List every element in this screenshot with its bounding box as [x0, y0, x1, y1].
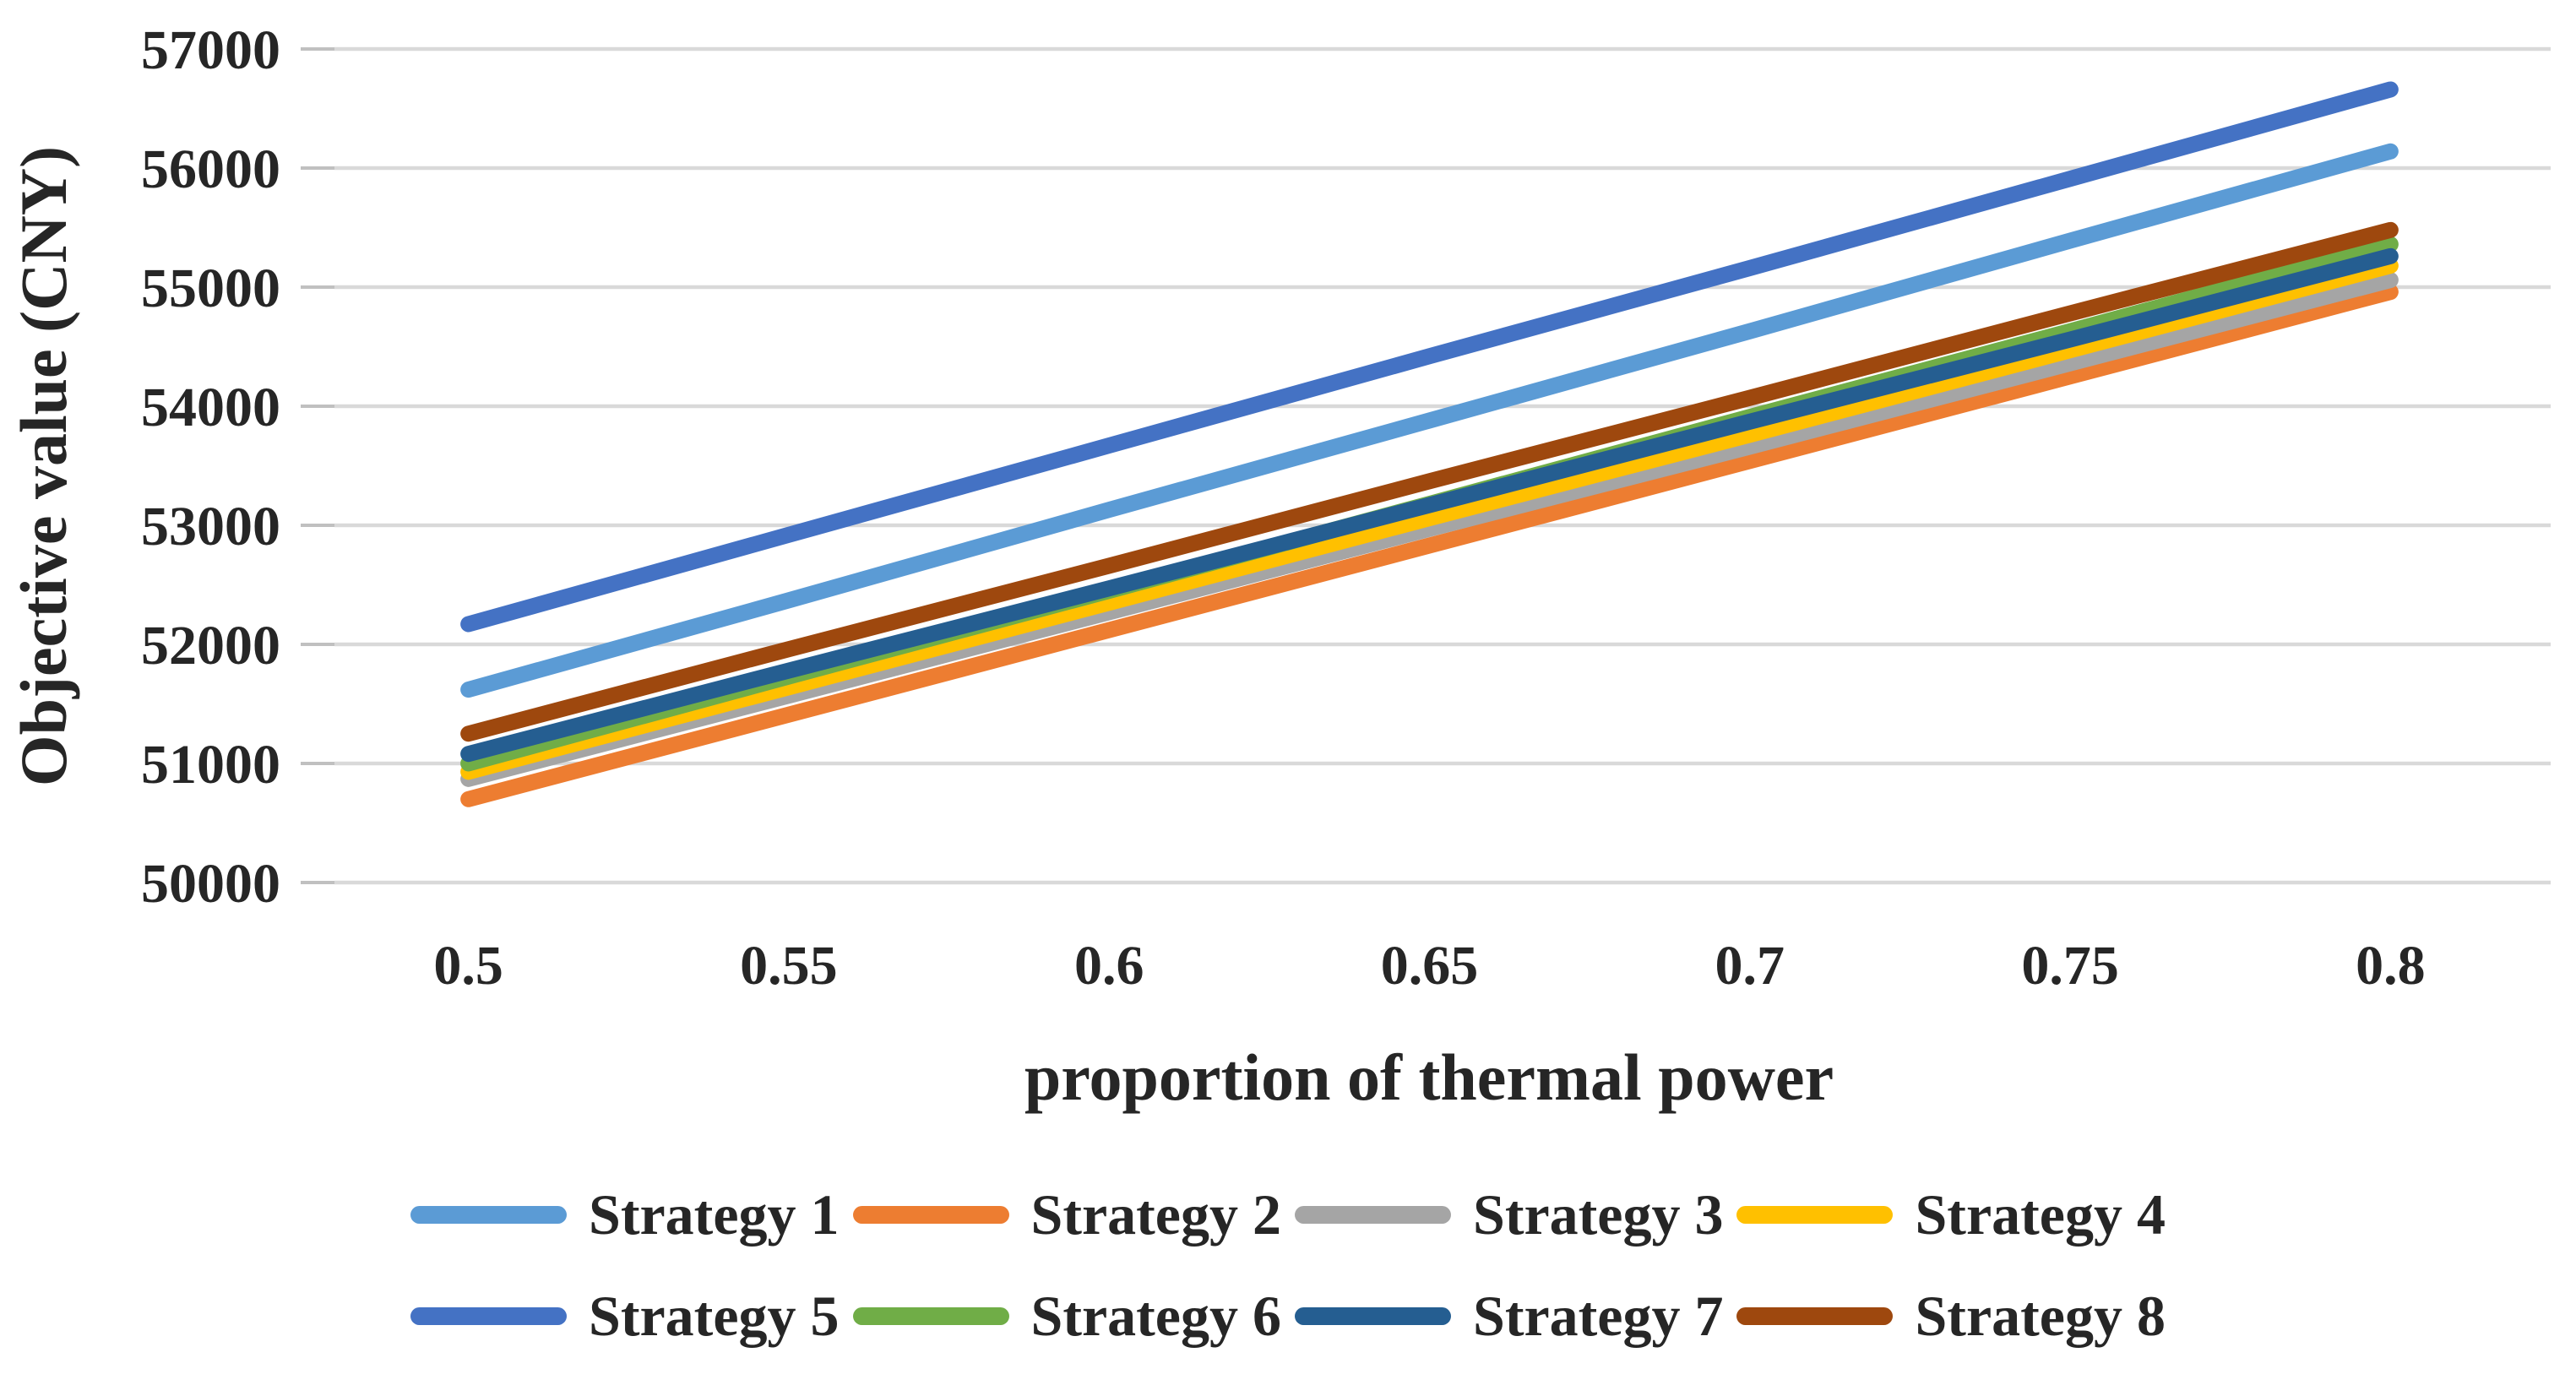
series-line-3 — [460, 272, 2399, 787]
x-axis-title: proportion of thermal power — [1024, 1040, 1834, 1114]
legend-label: Strategy 8 — [1915, 1283, 2166, 1348]
x-tick-label: 0.65 — [1381, 935, 1479, 997]
gridlines — [301, 46, 2551, 885]
legend-item-1: Strategy 1 — [410, 1181, 840, 1250]
legend-item-5: Strategy 5 — [410, 1282, 840, 1351]
series-line-1 — [460, 143, 2399, 698]
legend-item-3: Strategy 3 — [1295, 1181, 1723, 1250]
legend-label: Strategy 7 — [1473, 1283, 1724, 1348]
legend-item-4: Strategy 4 — [1736, 1181, 2166, 1250]
legend-line-swatch — [410, 1206, 568, 1225]
legend-item-6: Strategy 6 — [852, 1282, 1281, 1351]
legend-label: Strategy 1 — [589, 1182, 840, 1247]
x-tick-label: 0.7 — [1715, 935, 1785, 997]
legend-line-swatch — [1736, 1206, 1894, 1225]
series-line-2 — [460, 284, 2399, 807]
y-tick-label: 51000 — [141, 734, 280, 796]
legend-item-2: Strategy 2 — [852, 1181, 1281, 1250]
legend-label: Strategy 6 — [1030, 1283, 1281, 1348]
x-tick-label: 0.8 — [2356, 935, 2426, 997]
y-tick-label: 52000 — [141, 615, 280, 676]
legend-line-swatch — [852, 1306, 1009, 1325]
legend: Strategy 1 Strategy 2 Strategy 3 Strategy 4… — [0, 1181, 2576, 1350]
y-axis-title: Objective value (CNY) — [7, 146, 80, 786]
y-tick-label: 53000 — [141, 496, 280, 557]
plot-area: 50000 51000 52000 53000 54000 55000 56000 57000… — [7, 19, 2551, 1114]
series-line-8 — [460, 221, 2399, 742]
x-tick-label: 0.6 — [1074, 935, 1144, 997]
series-lines — [460, 81, 2399, 807]
legend-line-swatch — [410, 1306, 568, 1325]
y-tick-label: 54000 — [141, 377, 280, 438]
legend-item-8: Strategy 8 — [1736, 1282, 2166, 1351]
x-tick-label: 0.75 — [2021, 935, 2119, 997]
legend-line-swatch — [1736, 1306, 1894, 1325]
legend-item-7: Strategy 7 — [1295, 1282, 1723, 1351]
legend-line-swatch — [852, 1206, 1009, 1225]
x-tick-labels: 0.5 0.55 0.6 0.65 0.7 0.75 0.8 — [433, 935, 2425, 997]
series-line-7 — [460, 247, 2399, 763]
series-line-4 — [460, 258, 2399, 780]
legend-line-swatch — [1295, 1306, 1451, 1325]
legend-label: Strategy 2 — [1030, 1182, 1281, 1247]
y-tick-label: 55000 — [141, 258, 280, 319]
legend-label: Strategy 3 — [1473, 1182, 1724, 1247]
y-tick-labels: 50000 51000 52000 53000 54000 55000 56000 57000 — [141, 19, 280, 915]
legend-line-swatch — [1295, 1206, 1451, 1225]
y-tick-label: 50000 — [141, 853, 280, 915]
x-tick-label: 0.5 — [433, 935, 503, 997]
legend-label: Strategy 4 — [1915, 1182, 2166, 1247]
legend-label: Strategy 5 — [589, 1283, 840, 1348]
legend-row-1: Strategy 1 Strategy 2 Strategy 3 Strategy 4 — [404, 1181, 2172, 1250]
y-tick-label: 56000 — [141, 139, 280, 200]
series-line-5 — [460, 81, 2399, 633]
legend-row-2: Strategy 5 Strategy 6 Strategy 7 Strategy 8 — [404, 1282, 2172, 1351]
y-tick-label: 57000 — [141, 19, 280, 81]
x-tick-label: 0.55 — [740, 935, 838, 997]
